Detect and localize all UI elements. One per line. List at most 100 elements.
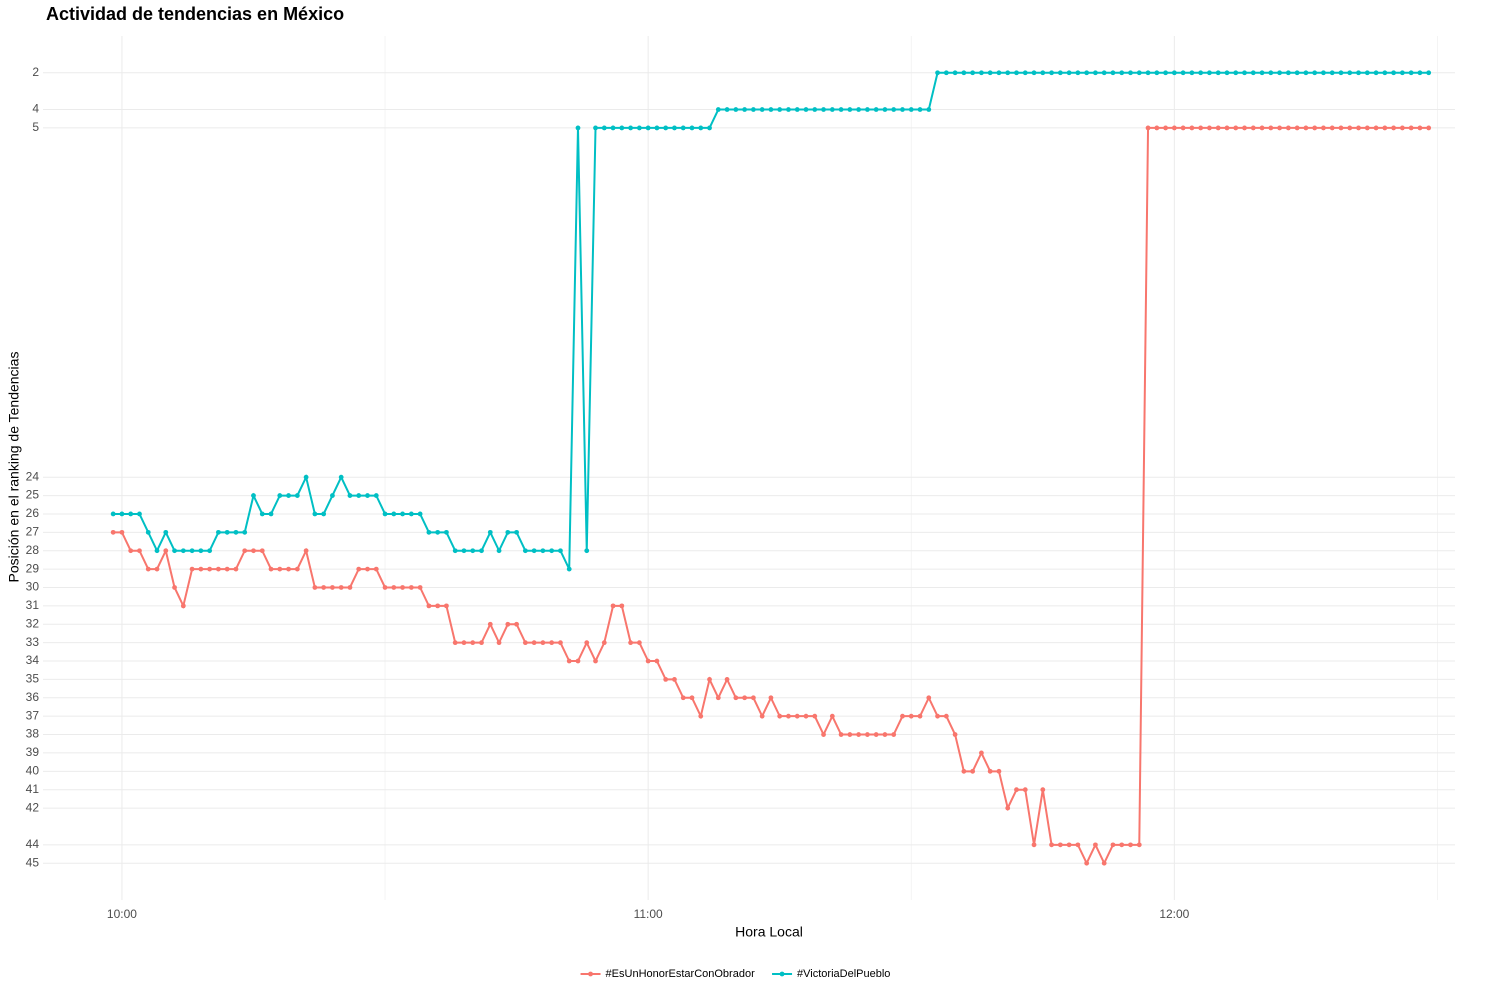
y-tick-label: 36	[26, 690, 40, 704]
data-point	[566, 566, 572, 572]
data-point	[1233, 125, 1239, 131]
data-point	[461, 548, 467, 554]
y-tick-label: 2	[32, 65, 39, 79]
data-point	[873, 107, 879, 112]
legend-label: #VictoriaDelPueblo	[797, 968, 890, 980]
data-point	[917, 107, 923, 112]
data-point	[1180, 125, 1186, 131]
data-point	[777, 107, 783, 112]
data-point	[444, 529, 449, 535]
data-point	[531, 548, 537, 554]
data-point	[207, 566, 213, 572]
data-point	[1084, 70, 1090, 76]
data-point	[619, 125, 625, 131]
data-point	[1285, 125, 1291, 131]
data-point	[365, 566, 370, 572]
data-point	[163, 529, 169, 535]
data-point	[373, 566, 379, 572]
data-point	[979, 750, 984, 756]
data-point	[531, 640, 537, 646]
data-point	[1303, 125, 1309, 131]
data-point	[224, 529, 230, 535]
data-point	[619, 603, 625, 609]
data-point	[575, 658, 581, 664]
data-point	[172, 548, 177, 554]
data-point	[864, 732, 870, 737]
data-point	[838, 107, 844, 112]
x-axis-label: Hora Local	[735, 924, 803, 940]
data-point	[1215, 125, 1221, 131]
data-point	[1084, 860, 1090, 866]
data-point	[1171, 70, 1177, 76]
data-point	[979, 70, 984, 76]
data-point	[224, 566, 230, 572]
data-point	[1417, 70, 1423, 76]
data-point	[663, 125, 669, 131]
data-point	[759, 713, 765, 719]
data-point	[365, 493, 370, 498]
data-point	[1163, 125, 1168, 131]
data-point	[137, 511, 142, 517]
data-point	[1277, 125, 1282, 131]
data-point	[812, 107, 818, 112]
data-point	[294, 493, 300, 498]
data-point	[654, 125, 660, 131]
data-point	[137, 548, 142, 554]
data-point	[128, 548, 134, 554]
data-point	[154, 548, 160, 554]
data-point	[303, 474, 309, 480]
data-point	[1049, 842, 1054, 848]
data-point	[803, 713, 809, 719]
data-point	[882, 107, 888, 112]
data-point	[180, 603, 186, 609]
data-point	[803, 107, 809, 112]
data-point	[1022, 787, 1028, 793]
grid	[43, 36, 1455, 900]
data-point	[768, 107, 774, 112]
data-point	[610, 125, 616, 131]
data-point	[1399, 125, 1405, 131]
data-point	[233, 566, 239, 572]
data-point	[1154, 70, 1160, 76]
data-point	[1426, 70, 1432, 76]
data-point	[1040, 70, 1046, 76]
data-point	[882, 732, 888, 737]
y-tick-label: 29	[26, 561, 40, 575]
data-point	[461, 640, 467, 646]
data-point	[479, 640, 484, 646]
data-point	[1145, 125, 1151, 131]
data-point	[1312, 70, 1318, 76]
data-point	[838, 732, 844, 737]
data-point	[821, 732, 826, 737]
data-point	[829, 713, 835, 719]
data-point	[1399, 70, 1405, 76]
data-point	[1373, 125, 1379, 131]
data-point	[1382, 70, 1388, 76]
data-point	[1224, 70, 1230, 76]
data-point	[207, 548, 213, 554]
data-point	[777, 713, 783, 719]
data-point	[549, 548, 555, 554]
data-point	[917, 713, 923, 719]
data-point	[1075, 842, 1081, 848]
legend: #EsUnHonorEstarConObrador #VictoriaDelPue…	[580, 968, 890, 980]
data-point	[707, 677, 712, 682]
data-point	[1338, 70, 1344, 76]
data-point	[1207, 125, 1212, 131]
data-point	[908, 107, 914, 112]
data-point	[1136, 70, 1142, 76]
data-point	[198, 548, 204, 554]
data-point	[698, 713, 704, 719]
data-point	[1022, 70, 1028, 76]
data-point	[943, 713, 949, 719]
data-point	[251, 548, 256, 554]
y-tick-label: 37	[26, 708, 40, 722]
data-point	[1338, 125, 1344, 131]
data-point	[1031, 70, 1037, 76]
data-point	[566, 658, 572, 664]
data-point	[698, 125, 704, 131]
data-point	[1242, 125, 1247, 131]
data-point	[522, 548, 528, 554]
data-point	[680, 125, 686, 131]
data-point	[943, 70, 949, 76]
